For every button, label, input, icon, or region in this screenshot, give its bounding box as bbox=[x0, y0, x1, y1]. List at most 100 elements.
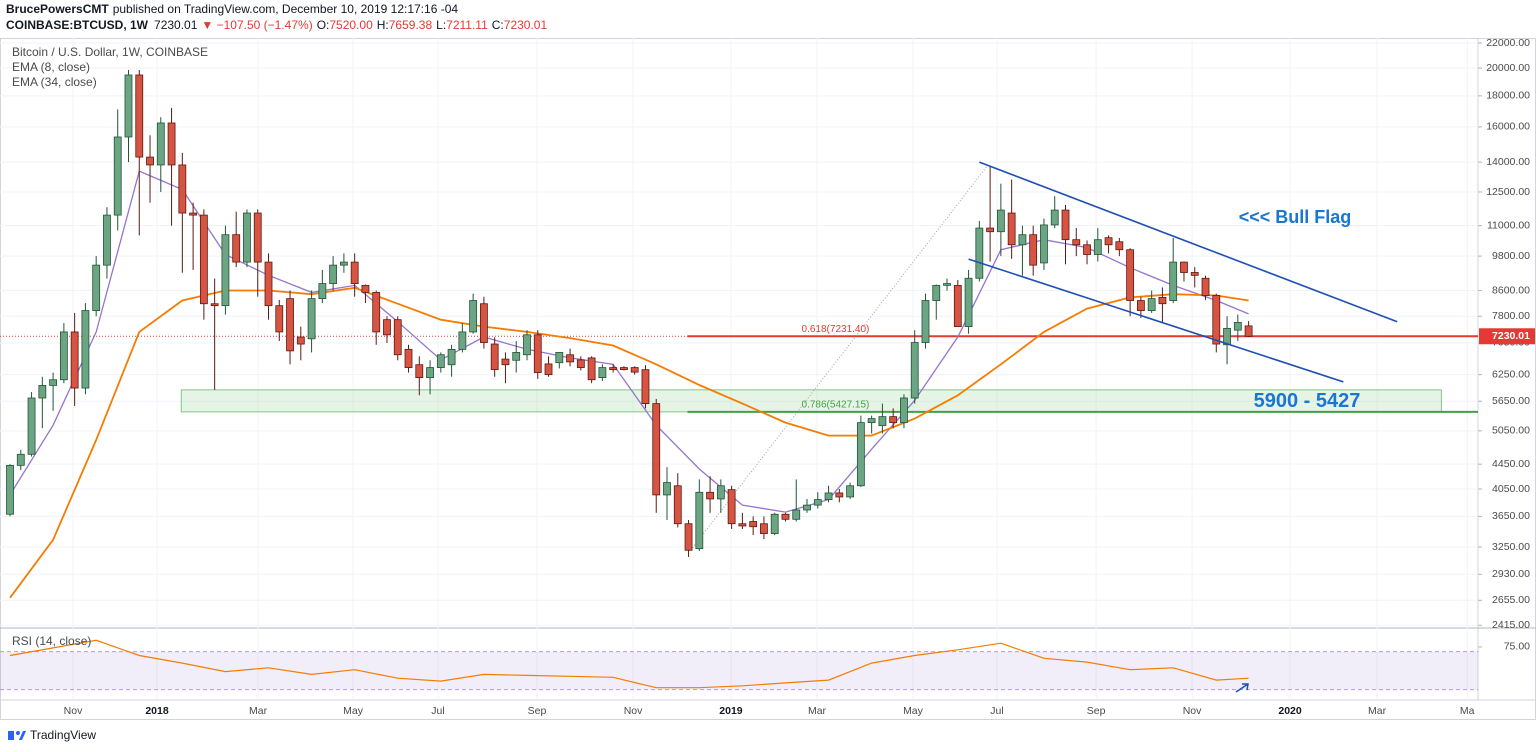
candle-body bbox=[447, 348, 456, 366]
y-tick-label: 2415.00 bbox=[1492, 619, 1530, 631]
channel-line bbox=[979, 161, 1398, 323]
candle-body bbox=[846, 485, 854, 498]
candle-body bbox=[1158, 296, 1167, 305]
candle-body bbox=[1007, 212, 1016, 246]
y-tick-label: 12500.00 bbox=[1486, 186, 1530, 198]
candle-body bbox=[1201, 277, 1210, 296]
candle-body bbox=[620, 367, 628, 371]
candle-body bbox=[803, 504, 811, 511]
candle-body bbox=[264, 261, 273, 307]
candle-body bbox=[1180, 261, 1188, 273]
x-tick-label: 2019 bbox=[719, 705, 743, 717]
candle-body bbox=[113, 136, 122, 216]
y-tick-label: 5050.00 bbox=[1492, 425, 1530, 437]
candle-body bbox=[1126, 249, 1135, 301]
x-tick-label: May bbox=[343, 705, 364, 717]
candle-body bbox=[59, 331, 68, 381]
candle-body bbox=[996, 209, 1005, 233]
candle-body bbox=[576, 359, 585, 368]
axes: Nov 2018 Mar May Jul Sep Nov 2019 Mar May Jul Sep No… bbox=[64, 37, 1535, 717]
candle-body bbox=[630, 367, 639, 373]
x-tick-label: 2018 bbox=[145, 705, 169, 717]
x-tick-label: Mar bbox=[1368, 705, 1387, 717]
candle-body bbox=[329, 264, 338, 284]
x-tick-label: Ma bbox=[1460, 705, 1475, 717]
candle-body bbox=[253, 212, 262, 263]
candle-body bbox=[243, 212, 251, 263]
last-price-box bbox=[1479, 328, 1535, 345]
x-tick-label: May bbox=[903, 705, 924, 717]
rsi-pane bbox=[0, 639, 1478, 691]
candle-body bbox=[727, 489, 736, 525]
ema-line bbox=[9, 170, 1249, 513]
ema-line bbox=[9, 286, 1249, 599]
y-tick-label: 22000.00 bbox=[1486, 37, 1530, 49]
rsi-title: RSI (14, close) bbox=[12, 634, 91, 648]
candle-body bbox=[393, 319, 402, 356]
candle-body bbox=[1083, 244, 1091, 255]
candle-body bbox=[210, 303, 219, 307]
y-tick-label: 14000.00 bbox=[1486, 156, 1530, 168]
candle-body bbox=[1040, 224, 1048, 264]
candle-body bbox=[426, 367, 434, 379]
candle-body bbox=[480, 303, 488, 343]
candle-body bbox=[770, 513, 779, 534]
candle-body bbox=[964, 277, 973, 328]
candle-body bbox=[81, 310, 90, 389]
candle-body bbox=[867, 418, 876, 424]
y-tick-label: 2930.00 bbox=[1492, 568, 1530, 580]
candle-body bbox=[760, 523, 768, 534]
fib-label: 0.618(7231.40) bbox=[802, 324, 870, 335]
candle-body bbox=[598, 367, 607, 379]
candle-body bbox=[566, 354, 574, 363]
candle-body bbox=[415, 364, 424, 379]
candle-body bbox=[544, 363, 553, 376]
candle-body bbox=[1115, 241, 1124, 251]
candle-body bbox=[533, 334, 542, 373]
candle-body bbox=[339, 261, 348, 266]
candle-body bbox=[286, 298, 294, 352]
header-line-1: BrucePowersCMT published on TradingView.c… bbox=[6, 2, 458, 16]
footer-logo bbox=[8, 731, 26, 740]
candle-body bbox=[296, 336, 305, 345]
candle-body bbox=[1104, 237, 1113, 246]
fib-trend-line bbox=[690, 164, 989, 551]
candle-body bbox=[307, 298, 316, 340]
candle-body bbox=[458, 331, 467, 350]
candle-body bbox=[1147, 298, 1156, 311]
x-tick-label: Jul bbox=[990, 705, 1003, 717]
x-tick-label: Nov bbox=[1183, 705, 1202, 717]
candle-body bbox=[1190, 272, 1199, 276]
candle-body bbox=[663, 482, 671, 496]
y-tick-label: 16000.00 bbox=[1486, 121, 1530, 133]
candle-body bbox=[695, 491, 704, 550]
ohlc-value: 7230.01 bbox=[504, 18, 548, 32]
channel-line bbox=[968, 258, 1344, 383]
candle-body bbox=[587, 357, 596, 381]
ohlc-label: H: bbox=[377, 18, 389, 32]
candle-body bbox=[824, 492, 833, 501]
x-tick-label: Mar bbox=[249, 705, 268, 717]
published: published on TradingView.com, December 1… bbox=[113, 2, 459, 16]
candle-body bbox=[1233, 322, 1242, 331]
candle-body bbox=[49, 379, 57, 386]
candle-body bbox=[1050, 209, 1059, 226]
candle-body bbox=[167, 122, 176, 166]
y-tick-label: 20000.00 bbox=[1486, 62, 1530, 74]
y-tick-label: 11000.00 bbox=[1487, 219, 1530, 231]
candle-body bbox=[1212, 295, 1221, 345]
candle-body bbox=[781, 513, 790, 520]
candle-body bbox=[156, 122, 165, 166]
candle-body bbox=[943, 283, 951, 286]
arrow-annotation bbox=[1235, 683, 1249, 693]
x-tick-label: Nov bbox=[624, 705, 643, 717]
candle-body bbox=[38, 385, 47, 399]
candle-body bbox=[404, 348, 413, 368]
y-tick-label: 5650.00 bbox=[1492, 395, 1530, 407]
ohlc-value: 7659.38 bbox=[389, 18, 433, 32]
candle-body bbox=[953, 284, 962, 328]
candle-body bbox=[716, 485, 725, 500]
candle-body bbox=[16, 453, 25, 466]
y-tick-label: 75.00 bbox=[1504, 641, 1530, 653]
candle-body bbox=[275, 305, 284, 333]
